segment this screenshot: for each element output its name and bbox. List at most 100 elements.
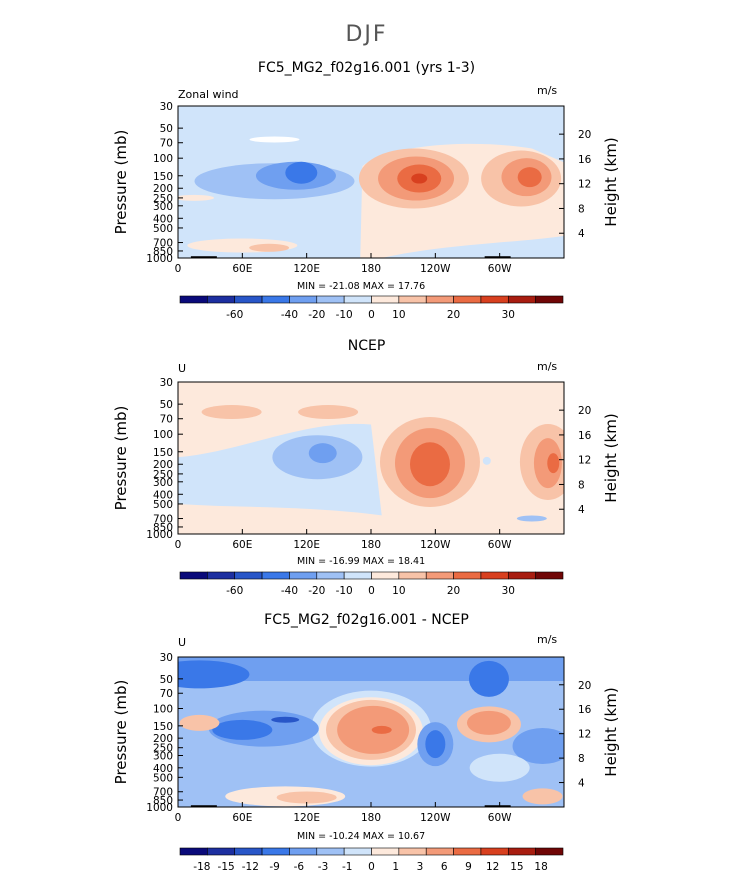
panel1-ytick-label: 250 bbox=[153, 193, 173, 205]
panel1-ytick-label: 700 bbox=[153, 238, 173, 250]
panel3-contour-region bbox=[468, 660, 509, 697]
panel2-ytick-label: 30 bbox=[160, 377, 173, 389]
panel2-ytick-label: 150 bbox=[153, 447, 173, 459]
panel1-colorbar-label: 30 bbox=[502, 309, 515, 321]
panel3-contour-region bbox=[522, 788, 563, 805]
panel1-colorbar-swatch bbox=[234, 295, 263, 304]
panel1-colorbar-swatch bbox=[398, 295, 427, 304]
panel1-ytick-label: 400 bbox=[153, 213, 173, 225]
panel2-ytick-label: 70 bbox=[160, 414, 173, 426]
panel3-contour-region bbox=[425, 730, 446, 759]
panel2-colorbar bbox=[179, 571, 564, 580]
panel2-colorbar-label: -60 bbox=[226, 585, 243, 597]
panel1-ytick-label: 150 bbox=[153, 171, 173, 183]
panel3-ytick-label: 30 bbox=[160, 652, 173, 664]
panel3-y2tick-label: 12 bbox=[578, 729, 591, 741]
panel3-colorbar-label: 12 bbox=[486, 861, 499, 872]
panel1-y2tick-label: 4 bbox=[578, 228, 585, 240]
panel1-ytick-label: 500 bbox=[153, 223, 173, 235]
panel2-ytick-label: 700 bbox=[153, 514, 173, 526]
panel3-xtick-label: 0 bbox=[175, 812, 182, 824]
panel3-colorbar-label: 18 bbox=[534, 861, 547, 872]
panel2-colorbar-swatch bbox=[179, 571, 208, 580]
panel1-contour-region bbox=[285, 161, 318, 184]
panel3-y2tick-label: 20 bbox=[578, 680, 591, 692]
panel3-contour-region bbox=[179, 714, 220, 731]
panel1-y2tick-label: 8 bbox=[578, 203, 585, 215]
panel1-units: m/s bbox=[537, 84, 558, 97]
panel2-contour-region bbox=[516, 515, 547, 522]
panel1-colorbar-label: 10 bbox=[392, 309, 405, 321]
panel3-ytick-label: 400 bbox=[153, 763, 173, 775]
panel1-ytick-label: 100 bbox=[153, 153, 173, 165]
panel1-ytick-label: 1000 bbox=[146, 253, 173, 265]
panel3-topography bbox=[484, 805, 511, 807]
panel1-colorbar-swatch bbox=[343, 295, 372, 304]
panel2-contour-region bbox=[547, 453, 560, 474]
panel3-contour-region bbox=[212, 719, 273, 740]
panel2-colorbar-label: 20 bbox=[447, 585, 460, 597]
panel3-y2tick-label: 8 bbox=[578, 753, 585, 765]
panel2-variable-label: U bbox=[178, 362, 187, 375]
panel3-xtick-label: 120W bbox=[420, 812, 451, 824]
panel1-colorbar-swatch bbox=[535, 295, 564, 304]
panel3-colorbar-swatch bbox=[207, 847, 236, 856]
panel3-colorbar-swatch bbox=[261, 847, 290, 856]
panel3-colorbar-label: -15 bbox=[218, 861, 235, 872]
panel2-title: NCEP bbox=[347, 338, 386, 354]
panel2-colorbar-swatch bbox=[398, 571, 427, 580]
panel2-y2tick-label: 16 bbox=[578, 430, 592, 442]
panel2-ytick-label: 300 bbox=[153, 477, 173, 489]
panel2-ytick-label: 200 bbox=[153, 459, 173, 471]
panel3-contour-region bbox=[178, 660, 250, 689]
panel2-colorbar-swatch bbox=[535, 571, 564, 580]
panel2-contour-region bbox=[482, 456, 491, 465]
panel1-ytick-label: 30 bbox=[160, 101, 173, 113]
panel1-variable-label: Zonal wind bbox=[178, 88, 239, 101]
panel2-colorbar-label: 10 bbox=[392, 585, 405, 597]
panel1-contour-region bbox=[249, 243, 290, 252]
panel1-contour-region bbox=[249, 136, 300, 143]
panel3-colorbar-label: 0 bbox=[368, 861, 375, 872]
panel2-colorbar-label: -20 bbox=[308, 585, 325, 597]
panel2-contours bbox=[178, 382, 564, 534]
panel2-contour-region bbox=[298, 405, 359, 420]
panel1-ytick-label: 70 bbox=[160, 138, 173, 150]
panel2-colorbar-swatch bbox=[261, 571, 290, 580]
panel1-colorbar-label: -20 bbox=[308, 309, 325, 321]
panel1-contour-region bbox=[178, 194, 215, 201]
panel1-colorbar-swatch bbox=[453, 295, 482, 304]
panel2-ytick-label: 500 bbox=[153, 499, 173, 511]
panel1-colorbar-swatch bbox=[261, 295, 290, 304]
panel3-xtick-label: 120E bbox=[293, 812, 320, 824]
panel1-ytick-label: 50 bbox=[160, 123, 173, 135]
panel3-colorbar-swatch bbox=[234, 847, 263, 856]
panel2-xtick-label: 180 bbox=[361, 539, 381, 551]
panel1-colorbar-label: -10 bbox=[336, 309, 353, 321]
panel2-colorbar-swatch bbox=[316, 571, 345, 580]
panel3-contour-region bbox=[466, 710, 511, 735]
panel1-y2tick-label: 20 bbox=[578, 129, 591, 141]
panel3-ylabel: Pressure (mb) bbox=[112, 680, 130, 785]
panel3-variable-label: U bbox=[178, 636, 187, 649]
panel1-xtick-label: 60W bbox=[488, 263, 512, 275]
panel2-colorbar-swatch bbox=[507, 571, 536, 580]
panel2-colorbar-swatch bbox=[453, 571, 482, 580]
panel3-xtick-label: 60E bbox=[232, 812, 252, 824]
panel2-ytick-label: 400 bbox=[153, 489, 173, 501]
panel3-plot bbox=[177, 656, 565, 808]
panel1-contour-region bbox=[517, 167, 542, 188]
panel3-ytick-label: 1000 bbox=[146, 802, 173, 814]
page-title: DJF bbox=[345, 22, 388, 47]
panel2-contour-region bbox=[308, 443, 337, 464]
panel3-colorbar bbox=[179, 847, 564, 856]
panel3-units: m/s bbox=[537, 633, 558, 646]
panel3-colorbar-swatch bbox=[179, 847, 208, 856]
panel3-colorbar-label: -9 bbox=[269, 861, 279, 872]
panel3-colorbar-swatch bbox=[343, 847, 372, 856]
panel2-ylabel: Pressure (mb) bbox=[112, 406, 130, 511]
panel1-colorbar-swatch bbox=[316, 295, 345, 304]
panel1-title: FC5_MG2_f02g16.001 (yrs 1-3) bbox=[257, 60, 476, 76]
panel3-colorbar-swatch bbox=[316, 847, 345, 856]
panel1-y2tick-label: 16 bbox=[578, 154, 592, 166]
